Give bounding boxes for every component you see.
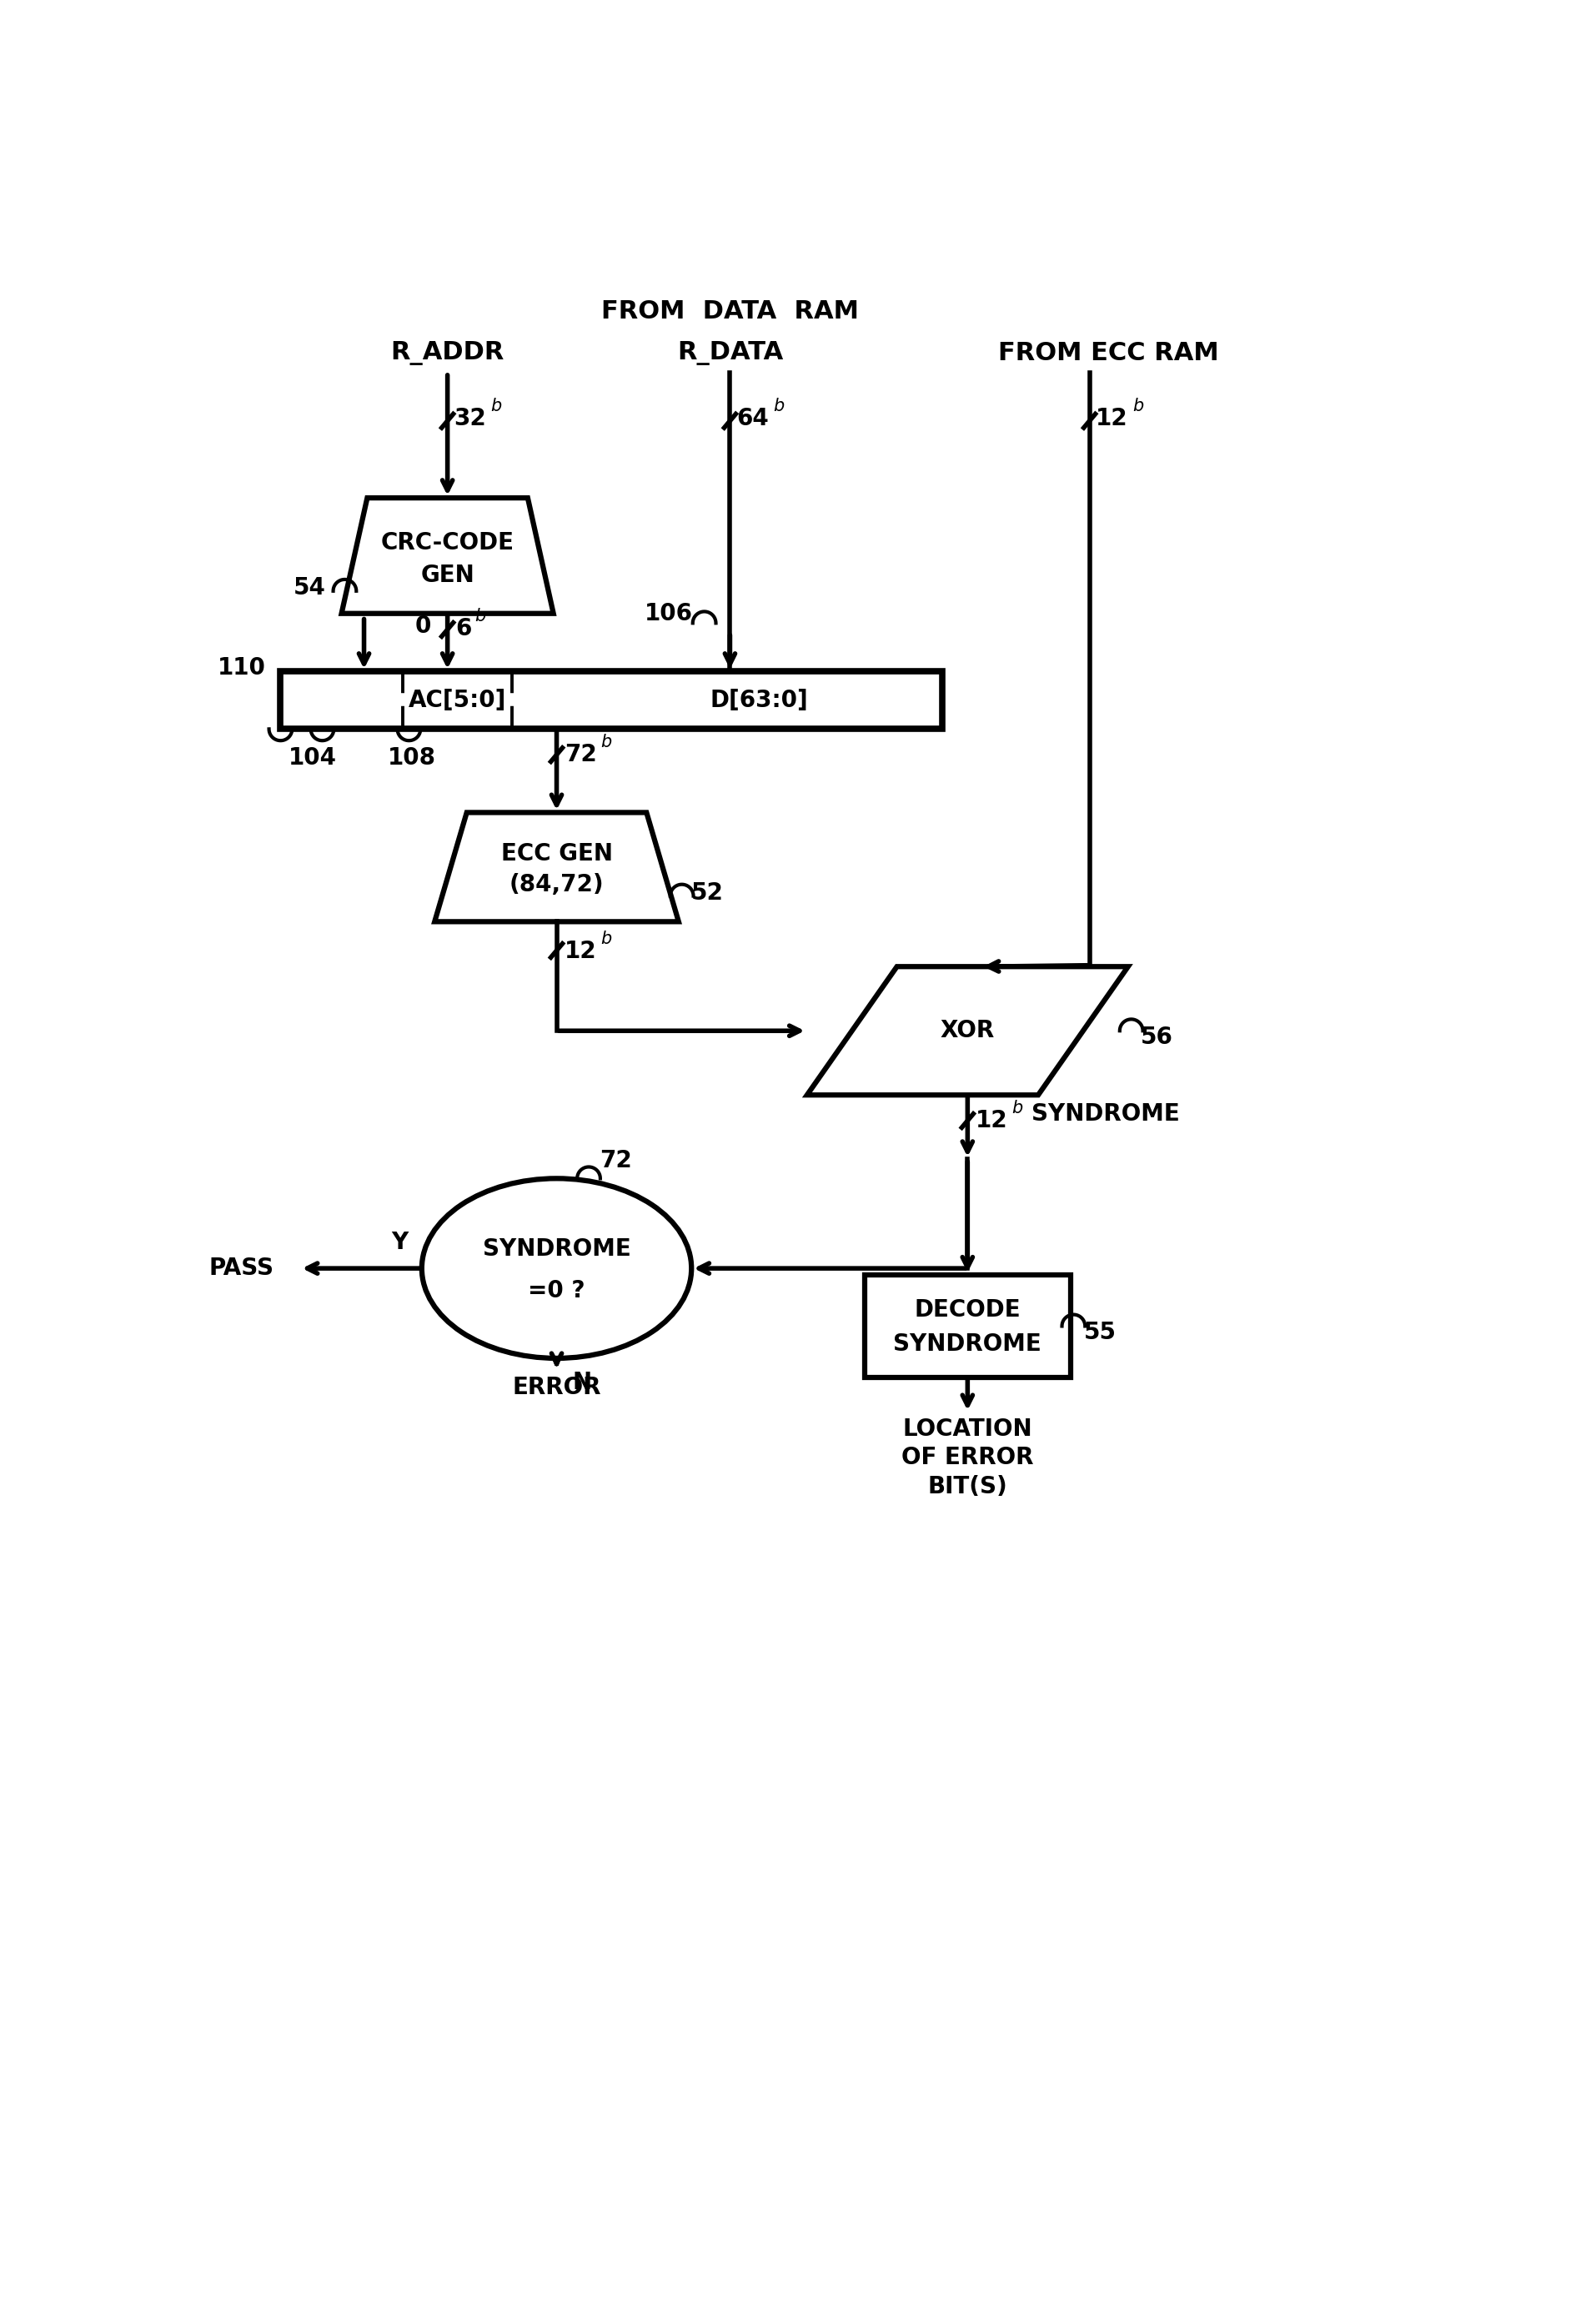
Text: SYNDROME: SYNDROME [894, 1333, 1042, 1356]
Text: (84,72): (84,72) [509, 873, 603, 896]
Text: b: b [602, 931, 611, 947]
Text: SYNDROME: SYNDROME [482, 1236, 630, 1262]
Text: OF ERROR: OF ERROR [902, 1445, 1034, 1468]
Text: 12: 12 [975, 1110, 1007, 1133]
Text: 0: 0 [415, 614, 431, 639]
Text: AC[5:0]: AC[5:0] [409, 689, 506, 712]
Text: b: b [1012, 1098, 1023, 1117]
Text: 6: 6 [455, 618, 471, 641]
Text: ERROR: ERROR [512, 1377, 602, 1399]
Text: PASS: PASS [209, 1257, 275, 1280]
Text: LOCATION: LOCATION [903, 1418, 1033, 1441]
Text: DECODE: DECODE [915, 1298, 1021, 1321]
Text: b: b [772, 398, 784, 414]
Text: =0 ?: =0 ? [528, 1280, 586, 1303]
Text: ECC GEN: ECC GEN [501, 843, 613, 866]
FancyBboxPatch shape [281, 671, 942, 728]
FancyBboxPatch shape [865, 1275, 1071, 1377]
Polygon shape [434, 813, 678, 921]
Text: 110: 110 [219, 657, 267, 680]
Text: 64: 64 [736, 407, 769, 430]
Text: R_DATA: R_DATA [677, 342, 784, 365]
Text: CRC-CODE: CRC-CODE [381, 531, 514, 554]
Text: Y: Y [391, 1232, 407, 1255]
Text: SYNDROME: SYNDROME [1031, 1103, 1179, 1126]
Text: b: b [1133, 398, 1144, 414]
Text: 12: 12 [1096, 407, 1128, 430]
Text: 12: 12 [565, 940, 597, 963]
Text: b: b [602, 733, 611, 749]
Text: R_ADDR: R_ADDR [391, 342, 504, 365]
Text: b: b [476, 607, 487, 625]
Text: 106: 106 [645, 602, 693, 625]
Text: 72: 72 [600, 1149, 632, 1172]
Text: 55: 55 [1084, 1321, 1117, 1344]
Text: 52: 52 [691, 880, 723, 905]
Polygon shape [342, 499, 554, 614]
Text: 32: 32 [453, 407, 487, 430]
Polygon shape [808, 967, 1128, 1096]
Text: 56: 56 [1141, 1025, 1173, 1048]
Text: GEN: GEN [420, 563, 474, 586]
Text: b: b [490, 398, 501, 414]
Text: BIT(S): BIT(S) [927, 1475, 1007, 1498]
Text: 108: 108 [388, 747, 436, 770]
Text: FROM ECC RAM: FROM ECC RAM [999, 342, 1219, 365]
Text: N: N [573, 1372, 592, 1395]
Ellipse shape [421, 1179, 691, 1358]
Text: 54: 54 [294, 577, 326, 600]
Text: D[63:0]: D[63:0] [710, 689, 808, 712]
Text: FROM  DATA  RAM: FROM DATA RAM [602, 299, 859, 324]
Text: 72: 72 [565, 742, 597, 765]
Text: 104: 104 [289, 747, 337, 770]
Text: XOR: XOR [940, 1018, 994, 1043]
